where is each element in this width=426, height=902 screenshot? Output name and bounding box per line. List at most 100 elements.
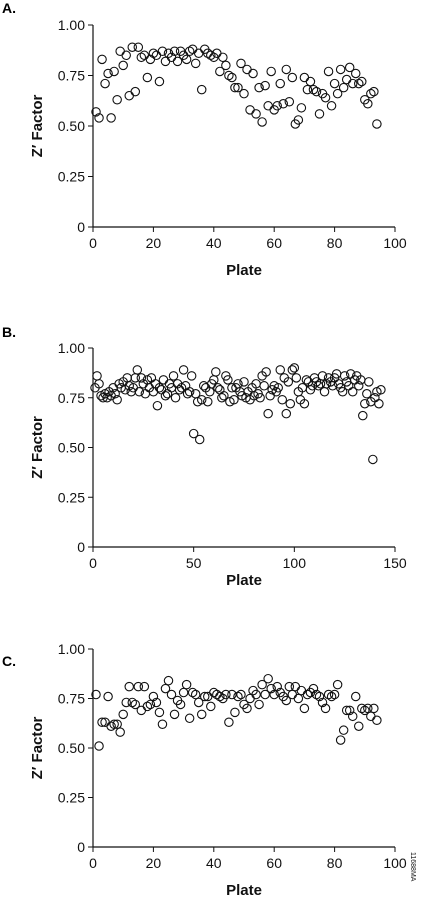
data-point [160, 56, 171, 67]
data-point [181, 54, 192, 65]
data-point [170, 392, 181, 403]
data-point [251, 689, 261, 700]
data-point [362, 389, 372, 399]
data-point [372, 119, 382, 129]
data-point [196, 709, 207, 720]
data-point [130, 699, 141, 710]
data-point [219, 391, 229, 401]
data-point [148, 691, 159, 702]
x-tick-label: 150 [383, 555, 407, 571]
data-point [260, 80, 270, 91]
y-tick-label: 0 [77, 539, 85, 555]
data-point [127, 42, 138, 52]
data-point [314, 691, 325, 702]
x-tick-label: 0 [89, 555, 97, 571]
data-point [154, 76, 165, 87]
data-point [278, 99, 289, 109]
data-point [269, 689, 279, 700]
data-point [374, 398, 384, 409]
data-point [118, 709, 128, 720]
data-point [187, 44, 198, 54]
data-point [308, 84, 319, 95]
data-point [339, 371, 350, 381]
data-point [136, 373, 147, 383]
y-tick-label: 0.75 [58, 390, 85, 406]
data-point [311, 86, 322, 97]
data-point [287, 365, 298, 375]
data-point [92, 371, 102, 381]
data-point [157, 719, 168, 729]
data-point [213, 383, 223, 393]
x-tick-label: 0 [89, 855, 97, 871]
chart-panel-c: C. 0 0.25 0.50 0.75 1.00 0 20 40 60 80 100 Plate Z′ F… [2, 641, 407, 899]
data-point [162, 389, 173, 399]
data-point [299, 398, 310, 409]
data-point [350, 691, 361, 702]
x-tick-label: 80 [327, 855, 343, 871]
x-tick-label: 0 [89, 235, 97, 251]
data-point [196, 394, 207, 405]
data-point [110, 389, 120, 399]
data-point [218, 52, 228, 63]
data-point [103, 68, 113, 79]
data-point [273, 383, 283, 393]
data-point [323, 689, 334, 700]
data-point [142, 72, 153, 83]
chart-panel-b: B. 0 0.25 0.50 0.75 1.00 0 50 100 150 Plate Z′ Fact… [2, 324, 407, 589]
data-point [154, 383, 165, 393]
data-point [317, 371, 328, 381]
data-point [354, 381, 364, 391]
data-point [332, 88, 343, 99]
data-point [221, 689, 231, 700]
data-point [248, 68, 258, 79]
data-point [233, 82, 243, 93]
data-point [265, 391, 275, 401]
y-tick-label: 1.00 [58, 340, 85, 356]
data-point [115, 46, 125, 57]
data-point [154, 707, 165, 718]
data-point [118, 60, 128, 71]
data-point [233, 691, 243, 702]
data-point [227, 689, 237, 700]
data-point [184, 46, 195, 57]
data-point [369, 703, 379, 714]
data-point [293, 115, 304, 125]
data-point [112, 94, 122, 105]
data-point [227, 72, 237, 83]
data-point [203, 396, 213, 407]
data-point [335, 64, 346, 75]
data-point [317, 697, 328, 708]
data-point [130, 86, 141, 97]
data-point [283, 377, 294, 387]
data-point [347, 387, 358, 397]
data-point [281, 64, 292, 75]
data-point [211, 367, 221, 377]
data-point [239, 377, 249, 387]
data-point [266, 66, 276, 77]
data-point [369, 86, 379, 97]
data-point [254, 82, 264, 93]
data-point [363, 99, 373, 109]
x-tick-label: 50 [186, 555, 202, 571]
data-point [94, 113, 104, 123]
data-point [190, 689, 201, 700]
data-point [326, 101, 337, 111]
y-tick-label: 0.50 [58, 118, 85, 134]
data-point [156, 385, 167, 395]
data-point [215, 66, 225, 77]
data-point [94, 379, 104, 389]
y-tick-label: 1.00 [58, 641, 85, 657]
x-tick-label: 100 [383, 855, 407, 871]
data-point [263, 408, 273, 419]
data-point [182, 389, 193, 399]
data-point [338, 82, 349, 93]
data-point [285, 398, 296, 409]
data-point [296, 103, 307, 113]
data-point [266, 683, 276, 694]
data-point [284, 681, 295, 692]
panel-label: B. [2, 324, 16, 340]
data-point [124, 681, 134, 692]
data-point [251, 109, 261, 119]
data-point [142, 701, 153, 712]
